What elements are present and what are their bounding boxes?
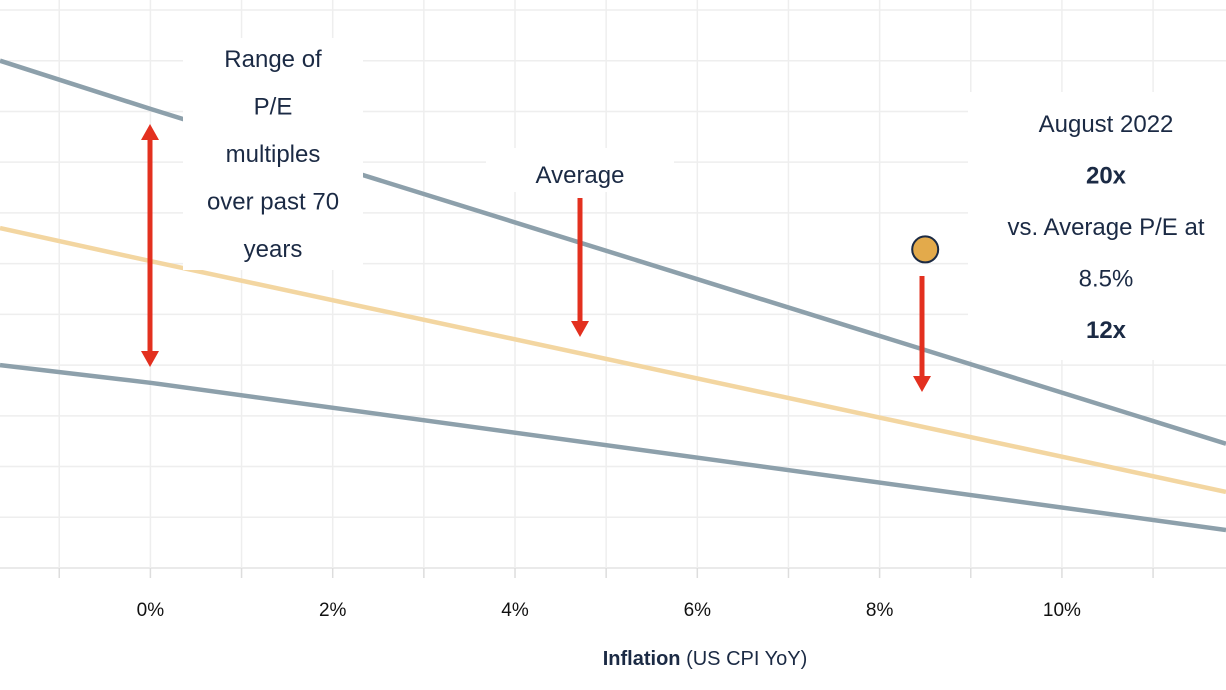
august-label-backdrop <box>968 92 1226 360</box>
range-label-line: over past 70 <box>207 189 339 216</box>
range-label-line: Range of <box>224 46 322 73</box>
average-label-backdrop <box>486 148 674 192</box>
x-tick-label: 6% <box>684 600 712 621</box>
average-label: Average <box>536 162 625 189</box>
range-label-line: years <box>244 236 303 263</box>
range-arrow-head-up <box>141 124 159 140</box>
x-tick-label: 8% <box>866 600 894 621</box>
annotations: Range of P/E multiples over past 70 years Ave… <box>141 38 1226 392</box>
range-label-backdrop <box>183 38 363 270</box>
august-label-line: 20x <box>1086 163 1127 190</box>
august-label-line: vs. Average P/E at <box>1007 214 1204 241</box>
x-tick-label: 4% <box>501 600 529 621</box>
average-arrow-head-down <box>571 321 589 337</box>
x-tick-label: 10% <box>1043 600 1081 621</box>
range-arrow-head-down <box>141 351 159 367</box>
august-arrow-head-down <box>913 376 931 392</box>
august-label-line: 12x <box>1086 317 1127 344</box>
august-2022-point <box>911 235 940 264</box>
range-label-line: P/E <box>254 94 293 121</box>
x-axis-label: Inflation (US CPI YoY) <box>0 648 1226 671</box>
x-tick-label: 0% <box>137 600 165 621</box>
august-label-line: 8.5% <box>1079 266 1134 293</box>
august-label-line: August 2022 <box>1039 111 1174 138</box>
range-label-line: multiples <box>226 141 321 168</box>
x-axis-label-bold: Inflation <box>602 648 681 670</box>
x-tick-label: 2% <box>319 600 347 621</box>
x-tick-labels: 0%2%4%6%8%10%12 <box>137 600 1081 621</box>
upper-range-line <box>0 58 1226 446</box>
x-axis-label-rest: (US CPI YoY) <box>680 648 808 670</box>
lower-range-line <box>0 362 1226 533</box>
